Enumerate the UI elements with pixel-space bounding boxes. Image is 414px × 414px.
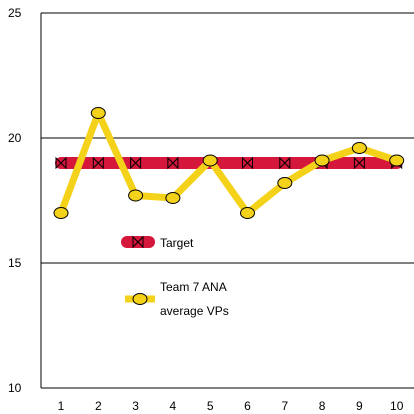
y-tick-labels: 25 20 15 10 xyxy=(8,6,22,395)
data-point-team xyxy=(202,154,218,167)
x-tick-label: 9 xyxy=(356,399,363,413)
legend-team-circle-icon xyxy=(132,293,148,305)
legend-target-label: Target xyxy=(160,236,194,250)
data-point-target xyxy=(242,156,253,170)
x-tick-label: 1 xyxy=(58,399,65,413)
legend-team-label-line2: average VPs xyxy=(160,304,229,318)
series xyxy=(53,107,405,219)
x-tick-label: 4 xyxy=(170,399,177,413)
data-point-team xyxy=(277,177,293,189)
x-tick-label: 5 xyxy=(207,399,214,413)
series-line-team xyxy=(57,109,398,217)
legend: Target Team 7 ANA average VPs xyxy=(121,235,229,318)
x-tick-label: 8 xyxy=(319,399,326,413)
data-point-team xyxy=(53,207,69,219)
data-point-target xyxy=(55,156,67,170)
legend-item-target: Target xyxy=(121,235,194,250)
data-point-target xyxy=(167,156,179,170)
data-point-team xyxy=(90,107,106,119)
axes xyxy=(40,13,414,389)
x-tick-label: 10 xyxy=(390,399,404,413)
legend-target-bowtie-icon xyxy=(132,235,144,249)
data-point-team xyxy=(240,207,255,219)
data-point-team xyxy=(165,192,181,204)
legend-target-bowtie-shape xyxy=(132,235,144,249)
x-tick-label: 7 xyxy=(281,399,288,413)
x-tick-labels: 1 2 3 4 5 6 7 8 9 10 xyxy=(58,399,404,413)
y-tick-label: 20 xyxy=(8,131,22,145)
x-tick-label: 6 xyxy=(244,399,251,413)
data-point-team xyxy=(389,154,405,167)
data-point-team xyxy=(128,189,144,202)
data-point-target xyxy=(353,156,365,170)
y-tick-label: 25 xyxy=(8,6,22,20)
x-tick-label: 2 xyxy=(95,399,102,413)
legend-team-label-line1: Team 7 ANA xyxy=(160,280,227,294)
data-point-target xyxy=(130,156,142,170)
legend-item-team: Team 7 ANA average VPs xyxy=(125,280,229,318)
y-tick-label: 10 xyxy=(8,381,22,395)
y-tick-label: 15 xyxy=(8,256,22,270)
data-point-team xyxy=(314,154,330,167)
data-point-target xyxy=(92,156,104,170)
gridlines xyxy=(41,12,414,264)
x-tick-label: 3 xyxy=(132,399,139,413)
data-point-target xyxy=(279,156,291,170)
data-point-team xyxy=(351,142,367,154)
